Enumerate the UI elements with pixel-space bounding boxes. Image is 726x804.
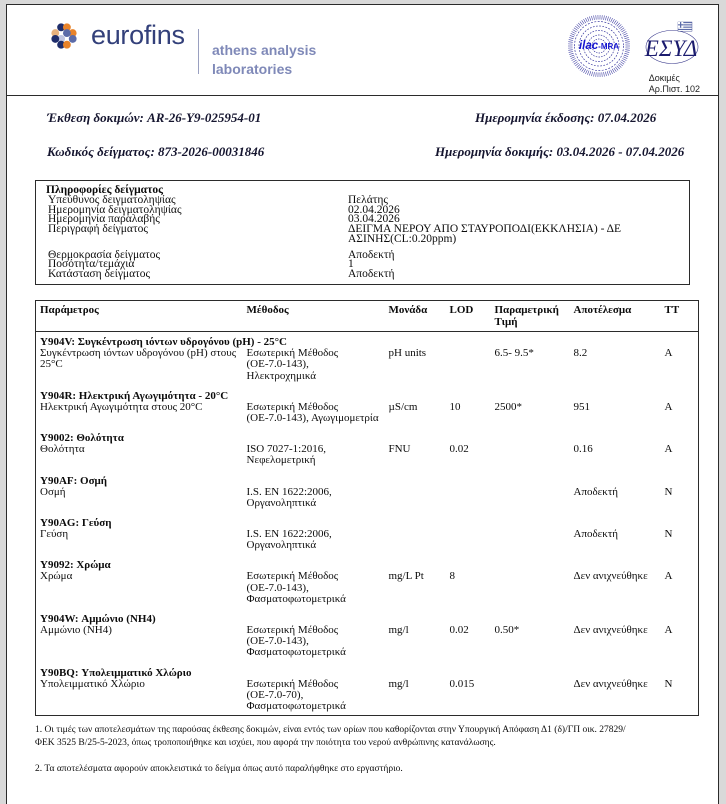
svg-text:ilac-MRA: ilac-MRA xyxy=(579,40,619,52)
svg-text:ΕΣΥΔ: ΕΣΥΔ xyxy=(644,36,697,61)
